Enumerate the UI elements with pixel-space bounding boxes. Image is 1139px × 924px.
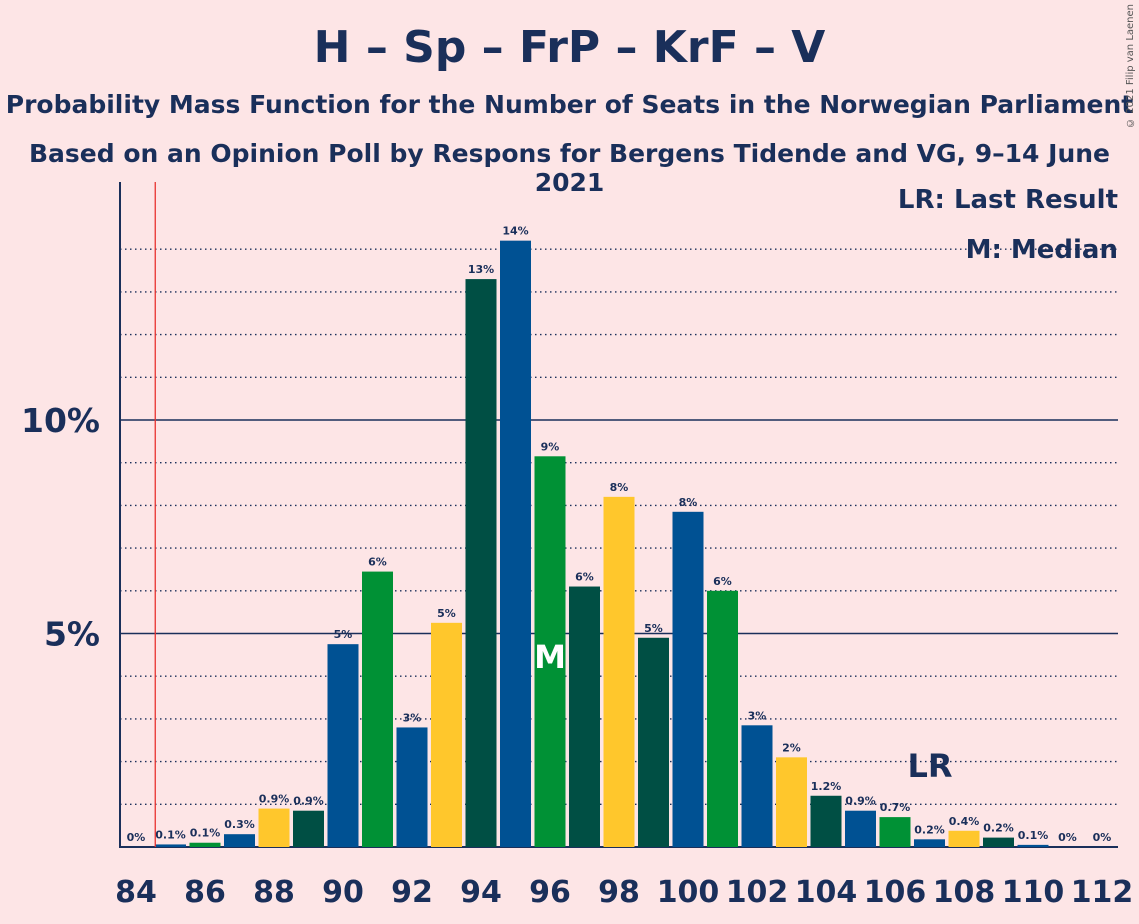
x-tick-label: 86 [184,875,226,910]
bar-seat-99 [638,637,669,847]
bar-seat-110 [1017,844,1049,847]
bar-value-label: 3% [748,709,767,722]
bar-seat-108 [948,830,980,847]
bar-seat-107 [914,839,945,847]
bar-value-label: 9% [541,440,560,453]
bar-seat-101 [707,590,738,847]
median-marker: M [534,638,566,676]
bar-value-label: 0.3% [224,818,255,831]
x-tick-label: 98 [598,875,640,910]
bar-seat-98 [603,496,635,847]
bar-seat-100 [672,511,704,847]
bar-value-label: 13% [468,263,494,276]
bar-seat-105 [845,810,876,847]
chart-subtitle-2: Based on an Opinion Poll by Respons for … [28,139,1110,197]
legend-last-result: LR: Last Result [898,185,1118,215]
legend-median: M: Median [966,235,1118,265]
bar-value-label: 0.1% [1018,829,1049,842]
bar-seat-91 [362,571,393,847]
bar-value-label: 0.4% [949,815,980,828]
bar-seat-95 [500,240,531,847]
bar-value-label: 8% [679,496,698,509]
x-tick-label: 100 [657,875,720,910]
x-tick-label: 90 [322,875,364,910]
bar-value-label: 0% [1093,831,1112,844]
bar-value-label: 3% [403,711,422,724]
x-tick-label: 112 [1071,875,1134,910]
bar-seat-90 [327,644,359,847]
x-tick-label: 84 [115,875,157,910]
bar-seat-97 [569,586,600,847]
bar-value-label: 2% [782,741,801,754]
y-tick-label: 10% [21,401,100,440]
x-tick-label: 102 [726,875,789,910]
y-tick-label: 5% [44,615,100,654]
bar-value-label: 0.9% [293,795,324,808]
bar-seat-89 [293,810,324,847]
bar-value-label: 0.9% [259,793,290,806]
bar-value-label: 0.2% [983,822,1014,835]
x-tick-label: 92 [391,875,433,910]
bar-seat-92 [396,727,428,847]
bar-value-label: 5% [644,622,663,635]
bar-value-label: 0.1% [190,827,221,840]
bar-value-label: 14% [502,225,528,238]
bar-value-label: 0.1% [155,828,186,841]
bar-value-label: 6% [575,571,594,584]
chart-title: H – Sp – FrP – KrF – V [313,22,826,73]
bar-value-label: 6% [368,556,387,569]
bar-seat-85 [155,844,186,847]
bar-value-label: 0.9% [845,795,876,808]
x-tick-label: 104 [795,875,858,910]
bar-value-label: 5% [334,628,353,641]
bar-seat-94 [465,279,497,848]
bar-seat-102 [741,725,773,847]
bar-value-label: 8% [610,481,629,494]
bar-value-label: 0.2% [914,823,945,836]
bar-value-label: 0% [1058,831,1077,844]
bar-value-label: 0.7% [880,801,911,814]
x-tick-label: 108 [933,875,996,910]
last-result-label: LR [907,747,952,785]
x-tick-label: 94 [460,875,502,910]
bar-seat-104 [810,795,842,847]
x-tick-label: 106 [864,875,927,910]
bar-seat-93 [431,622,462,847]
x-tick-label: 96 [529,875,571,910]
bar-value-label: 0% [127,831,146,844]
bar-seat-103 [776,757,807,847]
bar-seat-87 [224,834,255,847]
bar-value-label: 5% [437,607,456,620]
bar-value-label: 1.2% [811,780,842,793]
bar-seat-88 [258,808,290,847]
bar-value-label: 6% [713,575,732,588]
bar-seat-106 [879,817,911,847]
bar-seat-86 [189,842,221,847]
bar-seat-96 [534,456,566,847]
x-tick-label: 88 [253,875,295,910]
x-tick-label: 110 [1002,875,1065,910]
chart-subtitle-1: Probability Mass Function for the Number… [5,90,1134,119]
bar-seat-109 [983,837,1014,847]
